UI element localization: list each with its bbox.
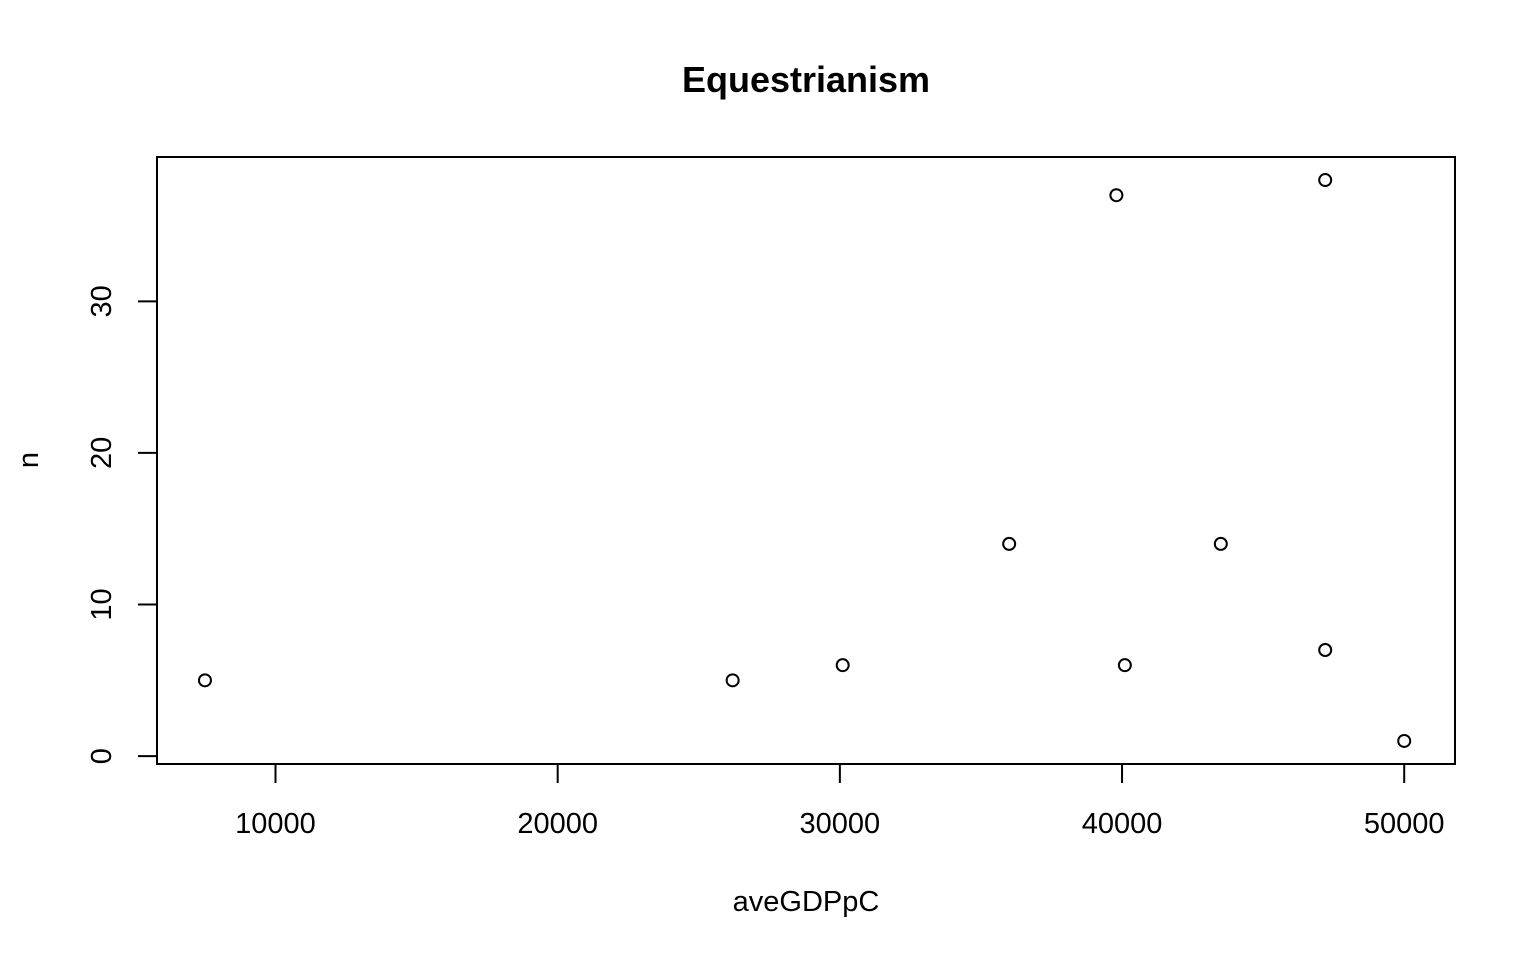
y-tick-label: 10 [86, 588, 118, 620]
y-tick-label: 0 [86, 748, 118, 764]
data-point [725, 673, 740, 688]
data-point [1397, 733, 1412, 748]
data-point [1117, 658, 1132, 673]
data-point [1318, 642, 1333, 657]
plot-frame [156, 156, 1456, 765]
data-point [1109, 188, 1124, 203]
data-point [1318, 173, 1333, 188]
x-tick-label: 40000 [1082, 808, 1163, 840]
data-point [1002, 536, 1017, 551]
x-tick-label: 50000 [1364, 808, 1445, 840]
data-points [197, 173, 1412, 748]
x-axis-label: aveGDPpC [733, 886, 880, 918]
x-tick-label: 10000 [235, 808, 316, 840]
y-tick-label: 30 [86, 285, 118, 317]
y-axis-label: n [13, 452, 45, 468]
data-point [197, 673, 212, 688]
data-point [1213, 536, 1228, 551]
x-tick-label: 30000 [800, 808, 881, 840]
data-point [835, 658, 850, 673]
x-tick-label: 20000 [517, 808, 598, 840]
y-tick-label: 20 [86, 437, 118, 469]
x-axis: 10000 20000 30000 40000 50000 [235, 763, 1445, 840]
y-axis: 0 10 20 30 [86, 285, 158, 764]
chart-title: Equestrianism [682, 59, 930, 100]
